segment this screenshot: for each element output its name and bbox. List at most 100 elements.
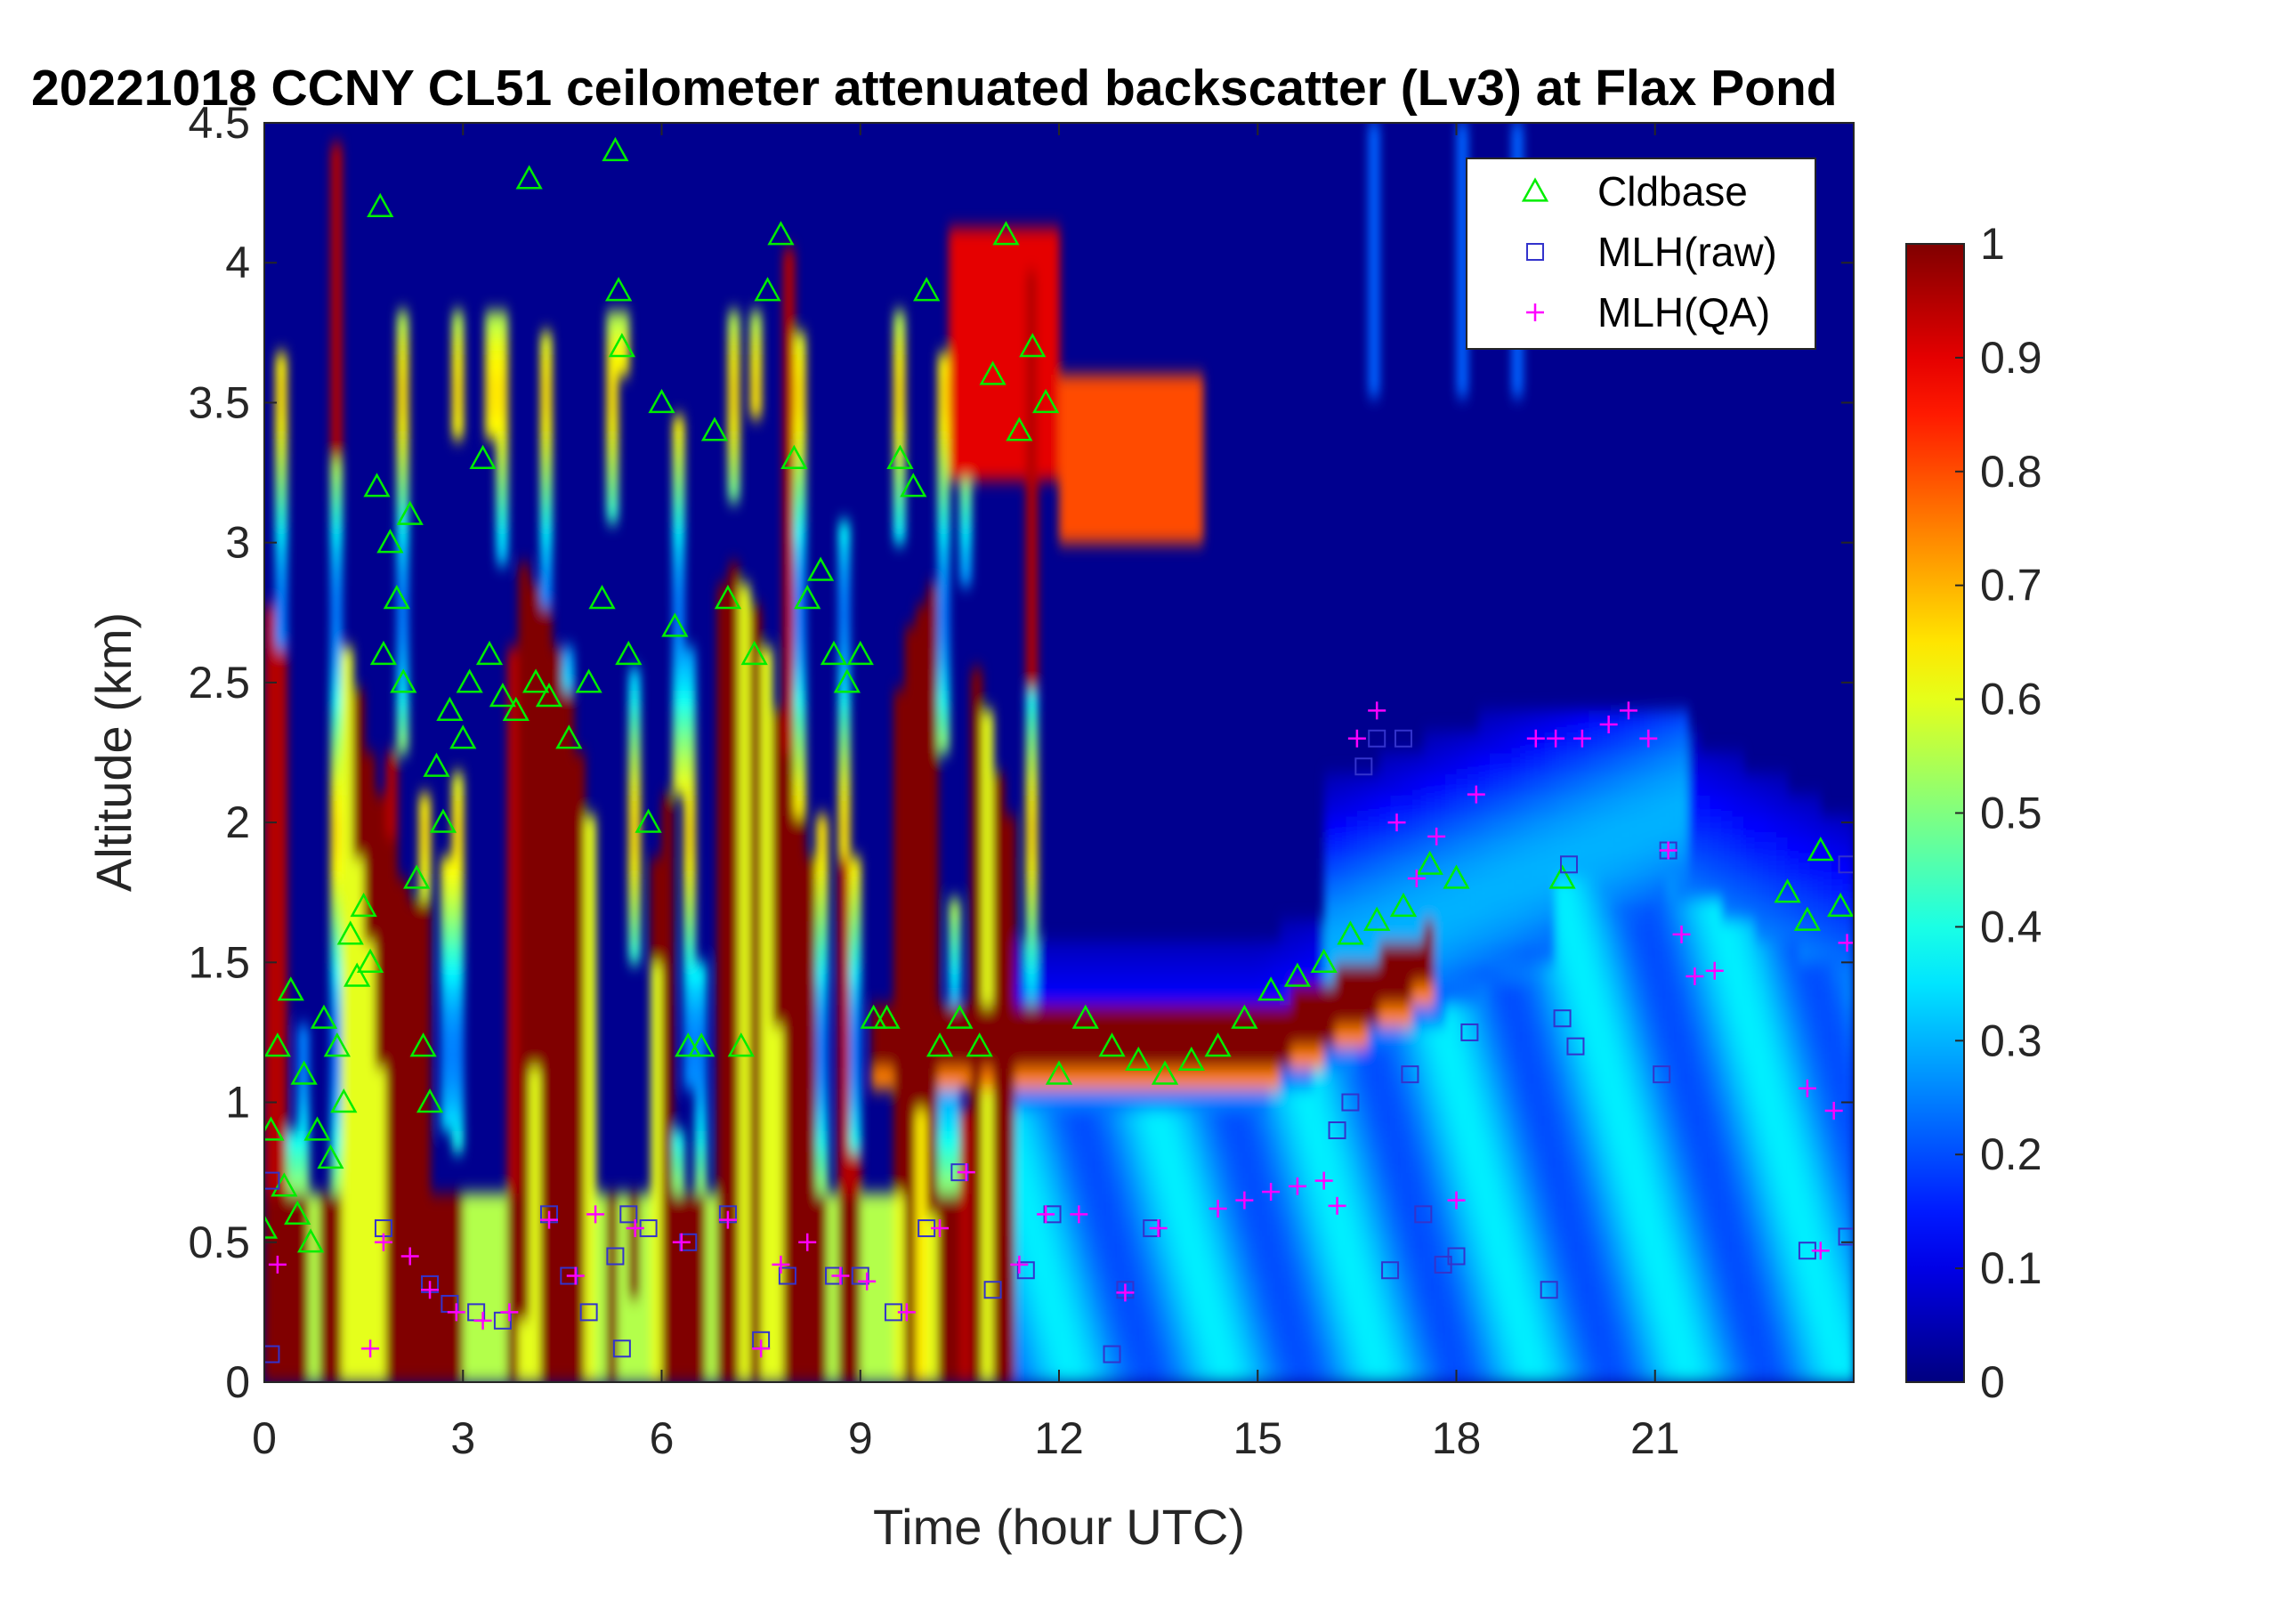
heatmap-cell: [804, 1339, 818, 1363]
heatmap-cell: [1456, 206, 1468, 229]
heatmap-cell: [275, 1214, 287, 1236]
heatmap-cell: [551, 1339, 563, 1363]
heatmap-cell: [418, 815, 431, 837]
heatmap-cell: [782, 500, 796, 523]
heatmap-cell: [1290, 1339, 1303, 1363]
heatmap-cell: [1423, 1214, 1435, 1236]
heatmap-cell: [330, 1109, 343, 1131]
heatmap-cell: [761, 1025, 773, 1048]
heatmap-cell: [1378, 899, 1392, 922]
heatmap-cell: [1235, 962, 1248, 984]
heatmap-cell: [1004, 941, 1016, 964]
heatmap-cell: [1335, 1109, 1347, 1131]
heatmap-cell: [1544, 1234, 1557, 1258]
heatmap-cell: [341, 752, 354, 775]
heatmap-cell: [1688, 1151, 1701, 1174]
heatmap-cell: [772, 920, 784, 943]
heatmap-cell: [573, 1361, 586, 1382]
heatmap-cell: [672, 1339, 685, 1363]
plus-marker: [1328, 1196, 1346, 1215]
heatmap-cell: [672, 522, 685, 544]
heatmap-cell: [1644, 1256, 1656, 1279]
heatmap-cell: [1787, 1214, 1799, 1236]
heatmap-cell: [1368, 815, 1380, 837]
heatmap-cell: [1423, 1361, 1435, 1382]
heatmap-cell: [1411, 983, 1425, 1006]
heatmap-cell: [1632, 1109, 1645, 1131]
heatmap-cell: [672, 710, 685, 732]
heatmap-cell: [297, 1319, 310, 1341]
heatmap-cell: [286, 1130, 299, 1153]
heatmap-cell: [430, 1339, 442, 1363]
heatmap-cell: [1301, 1361, 1314, 1382]
heatmap-cell: [716, 605, 729, 627]
heatmap-cell: [1037, 1234, 1049, 1258]
heatmap-cell: [1611, 1172, 1623, 1194]
heatmap-cell: [562, 1361, 575, 1382]
heatmap-cell: [1411, 1256, 1425, 1279]
heatmap-cell: [1158, 1109, 1170, 1131]
heatmap-cell: [1544, 1151, 1557, 1174]
heatmap-cell: [473, 1277, 487, 1299]
heatmap-cell: [1225, 1151, 1237, 1174]
heatmap-cell: [1654, 878, 1668, 901]
heatmap-cell: [1356, 794, 1370, 817]
heatmap-cell: [396, 1214, 409, 1236]
heatmap-cell: [1599, 941, 1613, 964]
heatmap-cell: [341, 1067, 354, 1089]
heatmap-cell: [1434, 752, 1447, 775]
heatmap-cell: [1015, 437, 1027, 460]
heatmap-cell: [651, 1067, 663, 1089]
heatmap-cell: [651, 1130, 663, 1153]
legend-square-icon: [1526, 243, 1544, 261]
heatmap-cell: [672, 500, 685, 523]
heatmap-cell: [385, 752, 398, 775]
triangle-marker: [1071, 1004, 1099, 1029]
heatmap-cell: [1500, 1214, 1513, 1236]
heatmap-cell: [970, 1339, 983, 1363]
heatmap-cell: [761, 1256, 773, 1279]
heatmap-cell: [893, 353, 906, 376]
heatmap-cell: [1577, 1234, 1590, 1258]
heatmap-cell: [1478, 941, 1491, 964]
heatmap-cell: [970, 836, 983, 859]
heatmap-cell: [782, 353, 796, 376]
heatmap-cell: [816, 962, 829, 984]
heatmap-cell: [1699, 1046, 1711, 1069]
heatmap-cell: [1522, 773, 1535, 796]
heatmap-cell: [1754, 1004, 1766, 1027]
heatmap-cell: [1511, 920, 1524, 943]
heatmap-cell: [849, 920, 861, 943]
heatmap-cell: [727, 563, 740, 586]
heatmap-cell: [1765, 1256, 1778, 1279]
heatmap-cell: [794, 500, 806, 523]
heatmap-cell: [694, 1067, 707, 1089]
heatmap-cell: [1842, 1361, 1854, 1382]
heatmap-cell: [837, 899, 851, 922]
heatmap-cell: [1721, 1004, 1734, 1027]
heatmap-cell: [1688, 1234, 1701, 1258]
heatmap-cell: [551, 983, 563, 1006]
heatmap-cell: [893, 1319, 906, 1341]
heatmap-cell: [363, 1298, 376, 1321]
series-cldbase: [264, 136, 1854, 1253]
heatmap-cell: [893, 332, 906, 355]
heatmap-cell: [749, 332, 763, 355]
heatmap-cell: [1368, 1298, 1380, 1321]
heatmap-cell: [1092, 941, 1104, 964]
triangle-marker: [416, 1088, 444, 1113]
heatmap-cell: [1732, 1025, 1744, 1048]
heatmap-cell: [1765, 836, 1778, 859]
heatmap-cell: [739, 710, 751, 732]
heatmap-cell: [540, 1088, 553, 1111]
heatmap-cell: [275, 1151, 287, 1174]
heatmap-cell: [739, 605, 751, 627]
heatmap-cell: [1378, 983, 1392, 1006]
triangle-marker: [1363, 906, 1391, 931]
heatmap-cell: [949, 375, 961, 397]
heatmap-cell: [661, 1109, 674, 1131]
heatmap-cell: [1390, 1256, 1403, 1279]
heatmap-cell: [739, 1193, 751, 1216]
heatmap-cell: [1191, 1109, 1204, 1131]
heatmap-cell: [1368, 899, 1380, 922]
